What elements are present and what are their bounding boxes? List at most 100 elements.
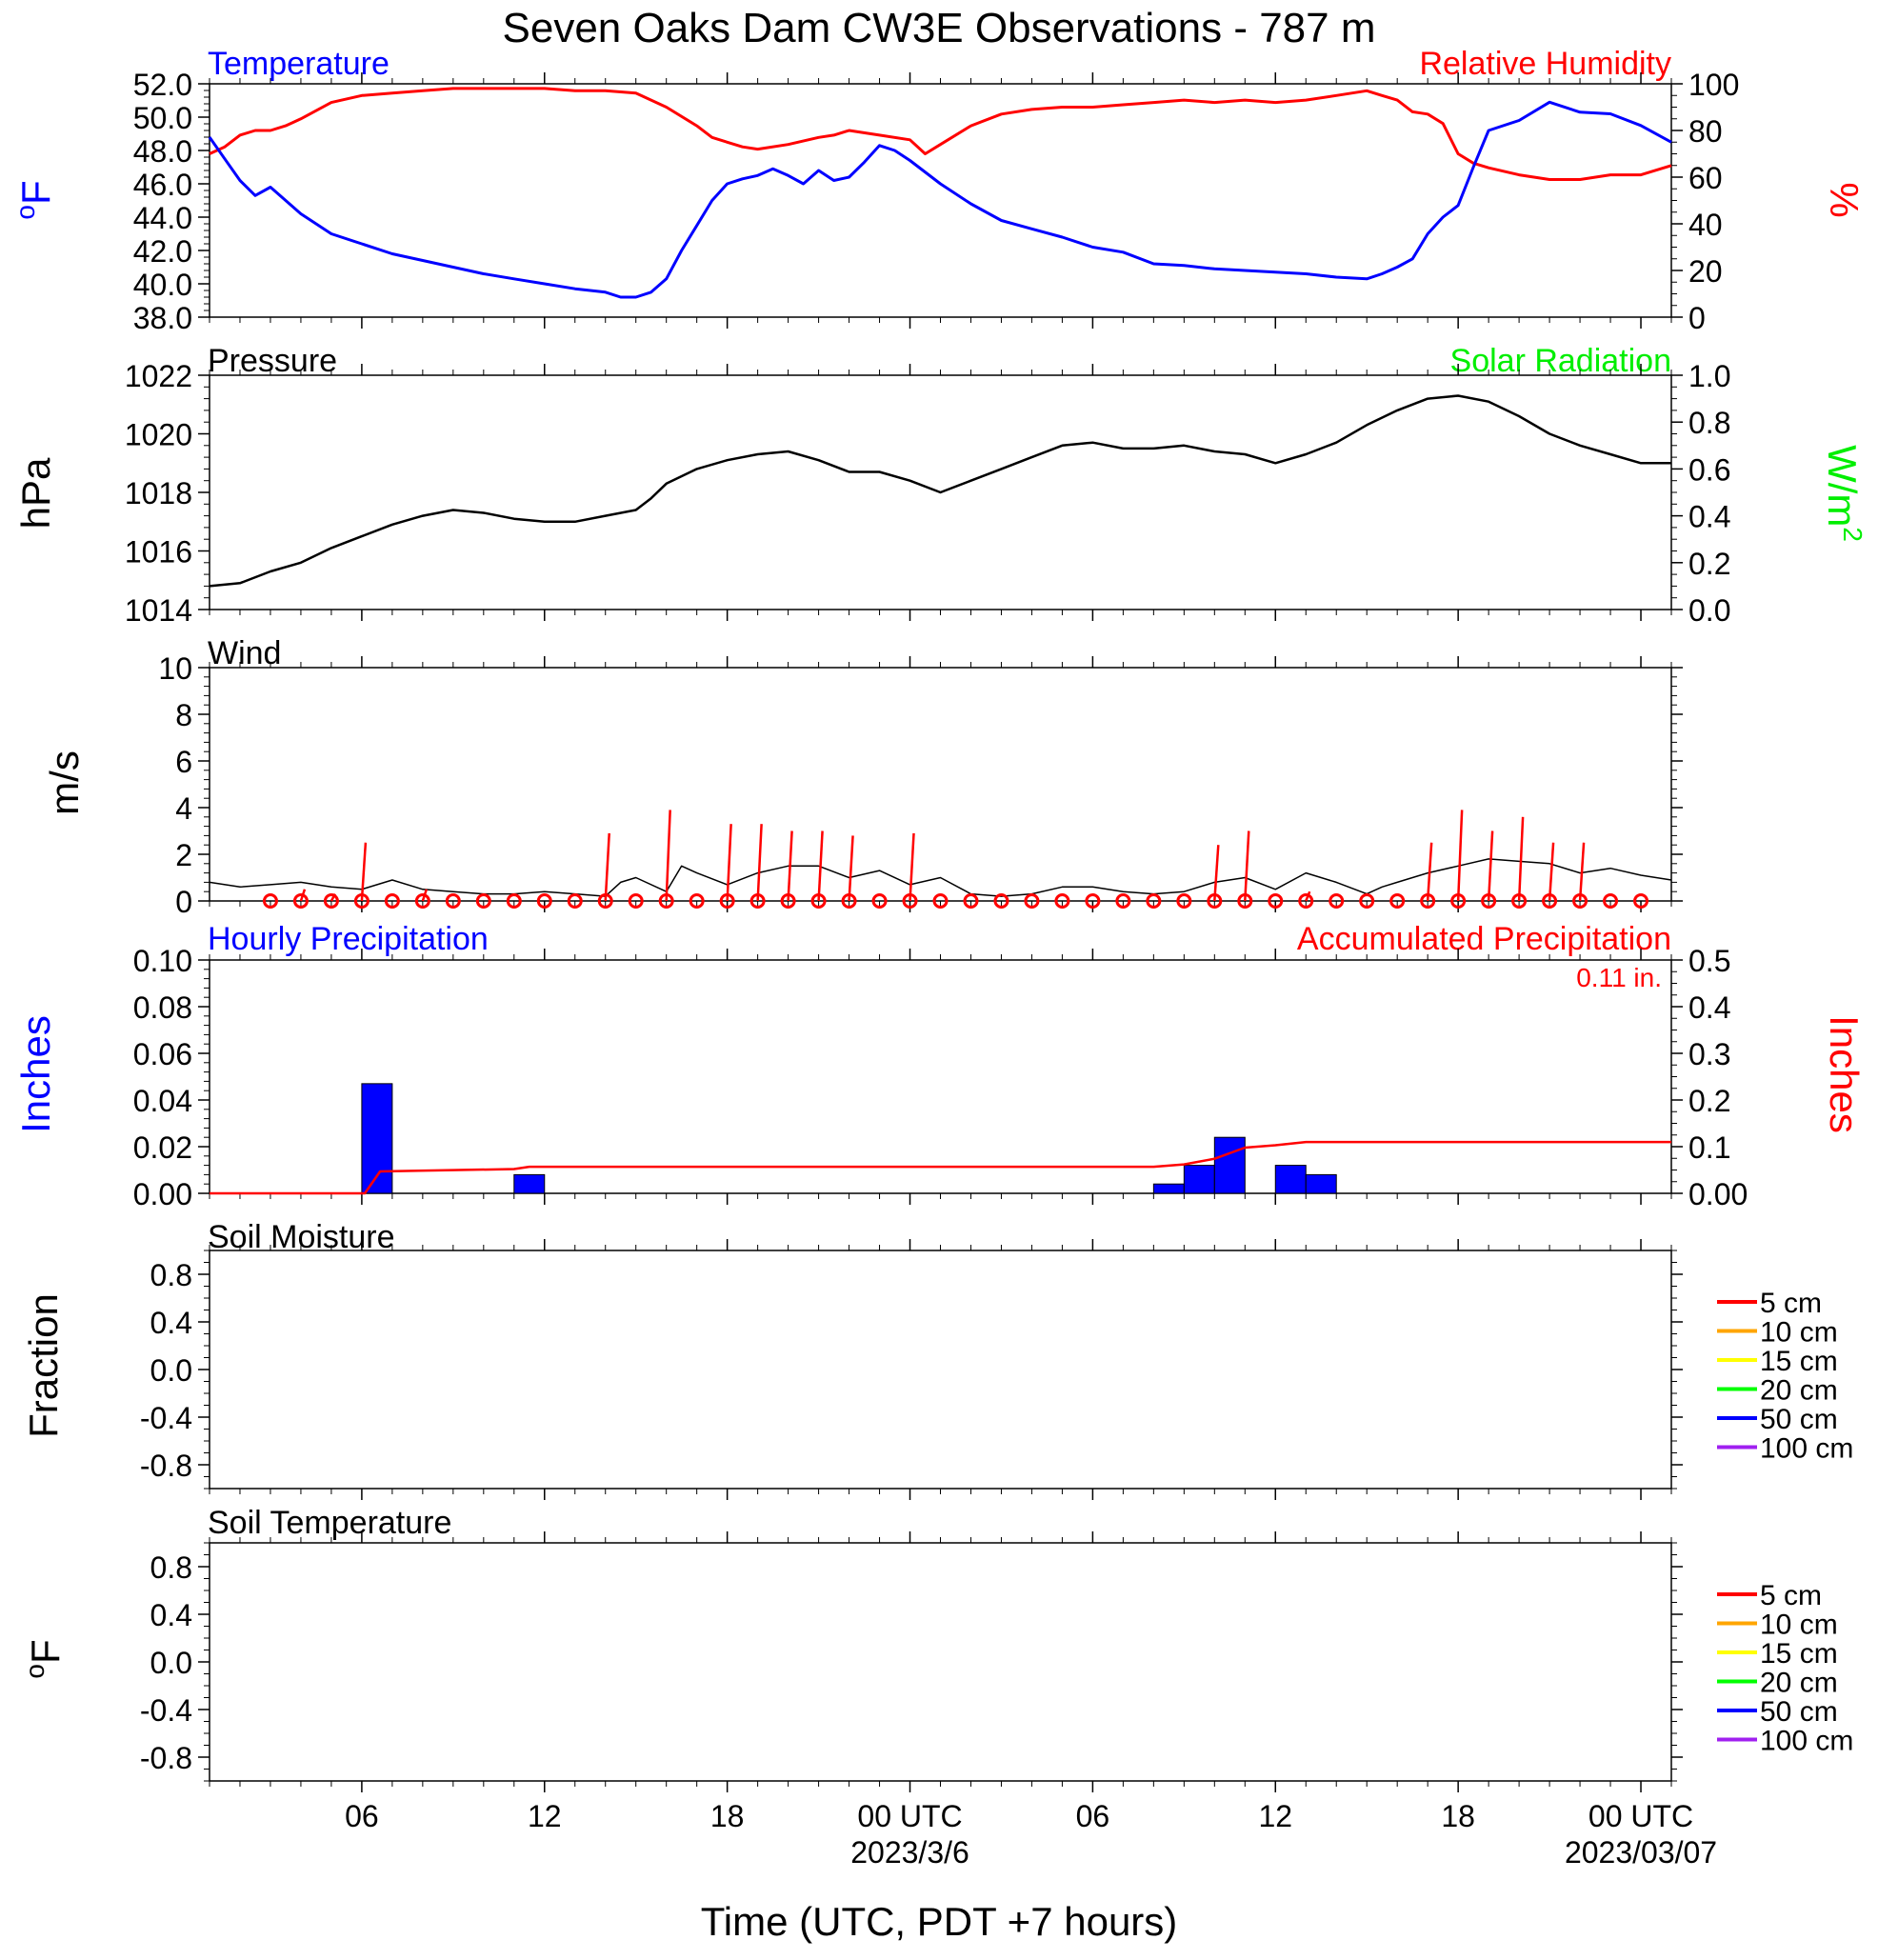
wind-calm-circle xyxy=(810,893,827,909)
wind-calm-circle xyxy=(1572,893,1588,909)
precip-right-tick-label: 0.2 xyxy=(1688,1084,1730,1118)
precip-right-tick-label: 0.5 xyxy=(1688,944,1730,978)
soil_moisture-frame xyxy=(209,1250,1672,1490)
wind-calm-circle xyxy=(353,893,370,909)
wind-barb-staff xyxy=(1244,830,1250,902)
soil_moisture-left-tick-label: 0.8 xyxy=(150,1258,192,1292)
wind-calm-circle xyxy=(1450,893,1467,909)
wind-calm-circle xyxy=(689,893,705,909)
temp_rh-right-tick-label: 0 xyxy=(1688,301,1706,335)
x-tick-date-label: 2023/03/07 xyxy=(1565,1835,1717,1870)
precip-left-tick-label: 0.10 xyxy=(133,944,192,978)
wind-left-tick-label: 2 xyxy=(175,838,192,872)
wind-calm-circle xyxy=(567,893,583,909)
precip-right-tick-label: 0.00 xyxy=(1688,1177,1748,1211)
accumulated-precip-line xyxy=(210,1140,1671,1195)
soil_temp-left-tick-label: -0.8 xyxy=(140,1741,192,1775)
hourly-precip-bar xyxy=(1305,1173,1337,1194)
panel-precip: Hourly Precipitation Accumulated Precipi… xyxy=(13,921,1867,1211)
soil-temp-unit-letter: F xyxy=(23,1639,68,1664)
legend-label: 20 cm xyxy=(1760,1668,1838,1699)
wind-calm-circle xyxy=(1481,893,1497,909)
x-tick-date-label: 2023/3/6 xyxy=(850,1835,969,1870)
soil_moisture-left-tick-label: 0.0 xyxy=(150,1353,192,1388)
wind-calm-circle xyxy=(932,893,949,909)
wind-calm-circle xyxy=(597,893,613,909)
soil_temp-left-tick-label: 0.8 xyxy=(150,1550,192,1585)
wind-left-tick-label: 10 xyxy=(158,651,192,686)
legend-label: 100 cm xyxy=(1760,1433,1853,1465)
temperature-series-line xyxy=(208,100,1672,299)
wind-calm-circle xyxy=(841,893,857,909)
pressure-right-tick-label: 0.8 xyxy=(1688,406,1730,440)
wind-calm-circle xyxy=(1237,893,1253,909)
wind-calm-circle xyxy=(384,893,400,909)
pressure-left-tick-label: 1014 xyxy=(125,593,192,628)
chart-title: Seven Oaks Dam CW3E Observations - 787 m xyxy=(503,5,1376,51)
x-tick-label: 06 xyxy=(1076,1799,1110,1833)
legend-label: 50 cm xyxy=(1760,1696,1838,1728)
wind-calm-circle xyxy=(719,893,735,909)
wind-calm-circle xyxy=(1542,893,1558,909)
temp_rh-left-tick-label: 40.0 xyxy=(133,268,192,302)
temp_rh-left-tick-label: 52.0 xyxy=(133,68,192,102)
soil-temp-unit-sup: o xyxy=(20,1664,50,1679)
temperature-title: Temperature xyxy=(208,46,390,82)
wind-calm-circle xyxy=(1054,893,1070,909)
x-axis-title: Time (UTC, PDT +7 hours) xyxy=(701,1899,1178,1944)
pressure-right-tick-label: 0.0 xyxy=(1688,593,1730,628)
wind-left-tick-label: 0 xyxy=(175,885,192,919)
soil_temp-frame xyxy=(209,1542,1672,1782)
temp_rh-right-tick-label: 40 xyxy=(1688,208,1723,242)
wind-barb-staff xyxy=(756,824,763,902)
legend-label: 5 cm xyxy=(1760,1580,1822,1611)
hourly-precip-bar xyxy=(1183,1165,1215,1194)
legend-label: 15 cm xyxy=(1760,1346,1838,1377)
wind-calm-circle xyxy=(1603,893,1619,909)
wind-calm-circle xyxy=(1024,893,1040,909)
temp_rh-right-tick-label: 20 xyxy=(1688,254,1723,289)
x-tick-label: 18 xyxy=(1441,1799,1475,1833)
rh-series-line xyxy=(209,87,1672,181)
temp-unit-letter: F xyxy=(13,180,58,205)
temp_rh-left-tick-label: 48.0 xyxy=(133,134,192,169)
legend-label: 15 cm xyxy=(1760,1638,1838,1670)
wind-calm-circle xyxy=(1359,893,1375,909)
wind-calm-circle xyxy=(262,893,278,909)
wind-left-tick-label: 6 xyxy=(175,745,192,779)
pressure-left-tick-label: 1018 xyxy=(125,476,192,510)
solar-unit-sup: 2 xyxy=(1838,527,1868,542)
wind-barb-staff xyxy=(1548,842,1555,902)
legend-label: 100 cm xyxy=(1760,1726,1853,1757)
wind-barb-staff xyxy=(726,824,732,902)
wind-calm-circle xyxy=(1146,893,1162,909)
soil_temp-left-tick-label: -0.4 xyxy=(140,1693,192,1728)
x-tick-label: 00 UTC xyxy=(857,1799,962,1833)
pressure-right-tick-label: 0.2 xyxy=(1688,547,1730,581)
temp_rh-left-tick-label: 46.0 xyxy=(133,168,192,202)
wind-barb-staff xyxy=(1456,810,1464,902)
temp_rh-right-tick-label: 60 xyxy=(1688,161,1723,195)
pressure-unit: hPa xyxy=(13,457,58,529)
temp-unit-sup: o xyxy=(10,205,40,220)
panel-temp-rh: Temperature Relative Humidity oF % 52.05… xyxy=(10,46,1867,335)
wind-calm-circle xyxy=(963,893,979,909)
wind-calm-circle xyxy=(993,893,1009,909)
wind-calm-circle xyxy=(780,893,796,909)
wind-calm-circle xyxy=(292,893,309,909)
hourly-precip-bar xyxy=(1274,1165,1307,1194)
pressure-left-tick-label: 1020 xyxy=(125,418,192,452)
panel-soil-moisture: Soil Moisture Fraction 0.80.40.0-0.4-0.8… xyxy=(21,1219,1853,1500)
wind-calm-circle xyxy=(1389,893,1406,909)
precip-left-tick-label: 0.08 xyxy=(133,990,192,1025)
wind-barb-staff xyxy=(1487,830,1494,902)
wind-barb-staff xyxy=(360,842,368,902)
hourly-precip-title: Hourly Precipitation xyxy=(208,921,489,957)
legend-label: 20 cm xyxy=(1760,1375,1838,1407)
wind-unit: m/s xyxy=(42,750,87,815)
legend-label: 50 cm xyxy=(1760,1404,1838,1435)
wind-calm-circle xyxy=(1085,893,1101,909)
wind-calm-circle xyxy=(536,893,552,909)
